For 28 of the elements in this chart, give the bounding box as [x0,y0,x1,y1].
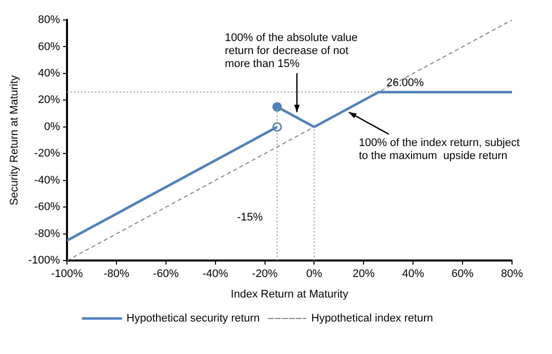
legend-label: Hypothetical index return [311,312,433,325]
y-tick-label: -100% [28,254,60,267]
annotation: 100% of the absolute value return for decrease of not more than 15% [224,32,358,70]
x-tick-label: -100% [51,268,84,280]
y-tick-label: 40% [38,68,60,80]
y-tick-label: -20% [34,148,60,160]
annotation: 26.00% [386,77,424,90]
x-tick-label: -40% [202,268,228,280]
x-axis-title: Index Return at Maturity [230,288,349,300]
x-tick-label: 20% [352,268,375,280]
x-tick-label: 60% [452,268,474,280]
x-tick-label: 40% [402,268,424,280]
y-tick-label: 20% [38,94,60,106]
x-tick-label: -20% [252,268,278,280]
x-tick-label: 0% [306,268,322,280]
y-tick-label: -60% [34,201,60,214]
x-tick-label: 80% [500,268,524,280]
annotation: -15% [237,212,264,224]
y-tick-label: -40% [34,174,60,186]
x-tick-label: -60% [153,268,179,280]
x-tick-label: -80% [104,268,130,280]
y-tick-label: 0% [44,120,60,133]
annotation: 100% of the index return, subject to the maximum upside return [358,137,520,162]
y-axis-title: Security Return at Maturity [8,74,21,206]
y-tick-label: -80% [34,228,60,240]
y-tick-label: 80% [38,14,60,26]
y-tick-label: 60% [38,40,60,53]
legend-label: Hypothetical security return [126,312,260,325]
